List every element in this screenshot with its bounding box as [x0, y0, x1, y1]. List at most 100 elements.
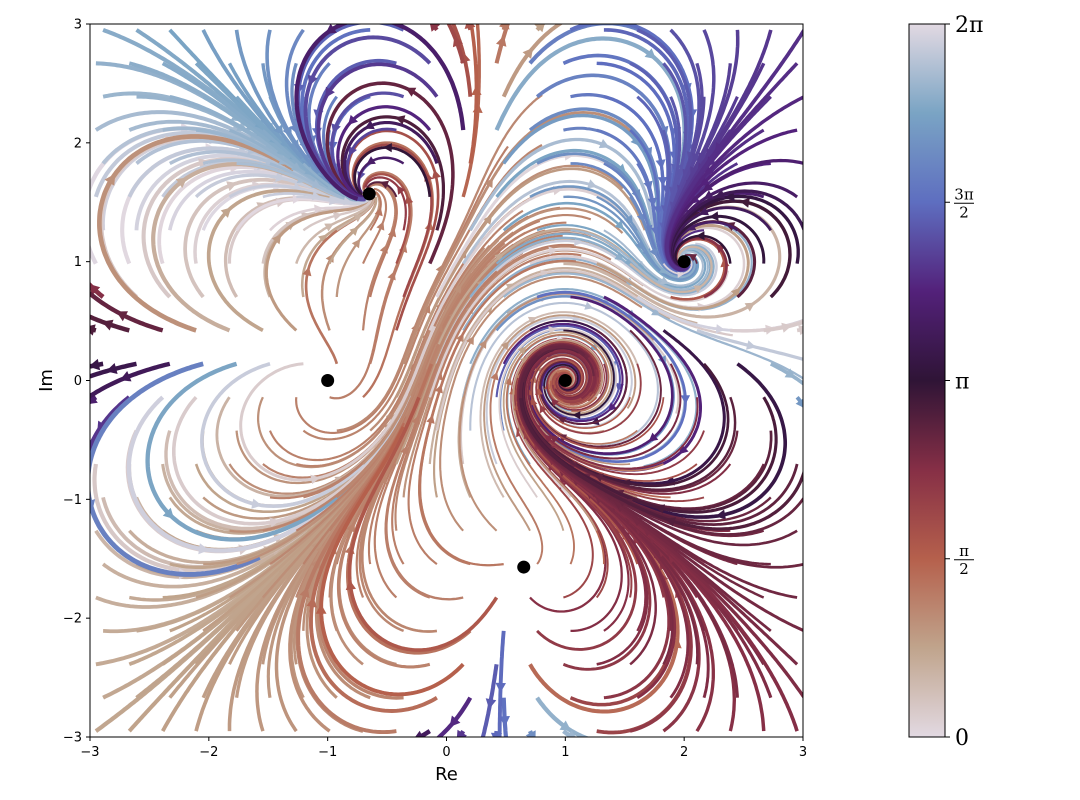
streamline-arrow: [527, 316, 537, 325]
streamline-arrow: [351, 239, 361, 249]
streamline-arrow: [364, 120, 375, 130]
streamline-arrow: [397, 185, 406, 195]
streamline-arrow: [698, 206, 709, 216]
streamline-arrow: [292, 194, 302, 204]
streamline-arrow: [464, 24, 476, 29]
streamline-arrow: [119, 371, 132, 382]
colorbar-tick-label: 2π: [955, 13, 983, 38]
streamline-arrow: [517, 346, 527, 355]
streamline-arrow: [198, 543, 210, 555]
streamline-arrow: [706, 148, 716, 159]
y-tick-label: −2: [63, 612, 82, 627]
streamline-arrow: [175, 177, 188, 188]
streamline-arrow: [310, 474, 321, 485]
streamline-arrow: [251, 498, 262, 509]
streamline-arrow: [572, 411, 581, 420]
colorbar-tick-numerator: 3π: [954, 185, 974, 203]
streamline-arrow: [739, 197, 750, 208]
streamline-arrow: [715, 324, 725, 334]
streamline-arrow: [426, 414, 435, 424]
streamline-arrow: [453, 284, 462, 294]
streamline-arrow: [692, 152, 702, 164]
streamline-arrow: [90, 358, 101, 371]
streamline-arrow: [557, 417, 567, 425]
streamline-arrow: [404, 195, 414, 205]
colorbar-tick-label: π: [955, 370, 969, 395]
streamline-arrow: [383, 143, 392, 153]
streamline-arrow: [525, 730, 536, 737]
streamline-arrow: [422, 304, 431, 314]
streamline-arrow: [324, 223, 334, 232]
streamline-arrow: [452, 36, 463, 48]
streamline-arrow: [484, 178, 493, 188]
streamline-arrow: [466, 336, 474, 346]
streamline-arrow: [318, 234, 328, 244]
streamline-arrow: [483, 215, 492, 225]
streamline-arrow: [276, 145, 287, 156]
streamline-arrow: [598, 139, 610, 149]
streamline-arrow: [648, 432, 659, 442]
zero-point-marker: [677, 255, 691, 269]
streamline-arrow: [162, 507, 175, 519]
streamline-arrow: [331, 123, 341, 134]
x-tick-label: 1: [561, 745, 569, 760]
streamline-arrow: [101, 319, 114, 331]
streamline-arrow: [289, 123, 299, 135]
streamline-arrow: [434, 323, 443, 333]
streamline-arrow: [649, 247, 658, 257]
streamline-arrow: [430, 24, 440, 32]
streamline-arrow: [715, 509, 726, 520]
colorbar-tick-denominator: 2: [959, 203, 969, 221]
streamline-arrow: [584, 301, 594, 310]
streamline-arrow: [798, 324, 803, 336]
streamline-arrow: [653, 206, 663, 215]
streamline-arrow: [116, 311, 128, 322]
x-axis-label: Re: [435, 764, 458, 785]
streamline-arrow: [795, 398, 803, 408]
streamline-arrow: [90, 284, 101, 296]
zero-points-layer: [321, 187, 691, 574]
streamline-arrow: [693, 285, 703, 294]
y-axis-label: Im: [36, 369, 57, 392]
streamline-arrow: [714, 142, 725, 153]
streamline-arrow: [746, 340, 757, 350]
streamline-arrow: [374, 207, 383, 217]
streamline-arrow: [698, 152, 708, 163]
streamline: [414, 729, 431, 737]
streamline-arrow: [311, 179, 322, 188]
streamline-arrow: [366, 156, 376, 165]
streamline-arrow: [658, 265, 668, 274]
streamline-arrow: [496, 35, 507, 47]
streamline-arrow: [494, 253, 504, 262]
streamline-arrow: [696, 231, 705, 241]
streamline-arrow: [651, 307, 661, 316]
streamline-arrow: [665, 517, 676, 527]
streamline-arrow: [289, 151, 300, 162]
y-tick-label: −1: [63, 493, 82, 508]
streamline-arrow: [624, 214, 633, 225]
y-tick-label: 2: [74, 136, 82, 151]
colorbar-tick-numerator: π: [959, 542, 969, 560]
x-tick-label: −3: [80, 745, 99, 760]
streamline-arrow: [702, 181, 714, 192]
x-tick-label: 0: [442, 745, 450, 760]
streamline-arrow: [781, 322, 792, 333]
y-tick-label: 0: [74, 374, 82, 389]
x-tick-label: −1: [318, 745, 337, 760]
streamline-arrow: [500, 341, 509, 351]
streamline-arrow: [548, 326, 557, 335]
streamline-arrow: [716, 243, 726, 254]
streamline-arrow: [220, 207, 232, 218]
streamline-arrow: [559, 720, 572, 731]
streamline-arrow: [784, 368, 796, 378]
streamline-arrow: [567, 730, 576, 737]
streamline-arrow: [353, 214, 363, 223]
streamline-arrow: [405, 87, 417, 97]
streamline-arrow: [226, 181, 238, 192]
streamline-arrow: [505, 283, 515, 292]
streamline-arrow: [282, 125, 292, 137]
streamline-arrow: [346, 522, 356, 533]
streamline-arrow: [660, 276, 670, 285]
streamline-arrow: [432, 169, 441, 180]
